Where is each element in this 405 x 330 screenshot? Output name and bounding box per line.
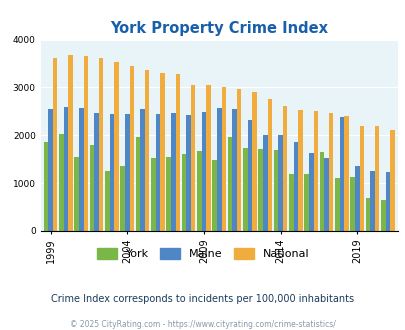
Bar (160, 73, 164, 231)
Bar (313, 112, 318, 231)
Bar (120, 166, 125, 231)
Bar (288, 174, 293, 231)
Bar (277, 135, 282, 231)
Bar (359, 126, 363, 231)
Bar (48, 109, 53, 231)
Bar (64, 107, 68, 231)
Bar (339, 116, 343, 231)
Title: York Property Crime Index: York Property Crime Index (110, 21, 327, 36)
Bar (262, 135, 267, 231)
Bar (216, 108, 221, 231)
Bar (135, 137, 140, 231)
Bar (94, 113, 99, 231)
Bar (155, 114, 160, 231)
Bar (328, 113, 333, 231)
Legend: York, Maine, National: York, Maine, National (92, 244, 313, 263)
Bar (206, 84, 210, 231)
Text: © 2025 CityRating.com - https://www.cityrating.com/crime-statistics/: © 2025 CityRating.com - https://www.city… (70, 319, 335, 329)
Bar (175, 74, 180, 231)
Bar (365, 198, 369, 231)
Bar (282, 106, 287, 231)
Bar (53, 58, 58, 231)
Bar (374, 126, 379, 231)
Bar (385, 172, 389, 231)
Bar (319, 152, 324, 231)
Bar (68, 55, 72, 231)
Bar (221, 87, 226, 231)
Bar (236, 89, 241, 231)
Bar (243, 148, 247, 231)
Bar (201, 112, 206, 231)
Bar (252, 92, 256, 231)
Bar (79, 108, 83, 231)
Bar (354, 166, 359, 231)
Bar (369, 171, 374, 231)
Bar (227, 137, 232, 231)
Bar (350, 178, 354, 231)
Bar (247, 120, 252, 231)
Text: Crime Index corresponds to incidents per 100,000 inhabitants: Crime Index corresponds to incidents per… (51, 294, 354, 304)
Bar (166, 157, 171, 231)
Bar (267, 99, 271, 231)
Bar (273, 150, 277, 231)
Bar (324, 158, 328, 231)
Bar (186, 115, 190, 231)
Bar (308, 152, 313, 231)
Bar (232, 109, 236, 231)
Bar (114, 62, 119, 231)
Bar (129, 66, 134, 231)
Bar (74, 157, 79, 231)
Bar (145, 70, 149, 231)
Bar (90, 145, 94, 231)
Bar (304, 174, 308, 231)
Bar (343, 116, 348, 231)
Bar (212, 160, 216, 231)
Bar (151, 158, 155, 231)
Bar (293, 142, 298, 231)
Bar (140, 109, 145, 231)
Bar (105, 171, 109, 231)
Bar (190, 84, 195, 231)
Bar (298, 110, 302, 231)
Bar (196, 150, 201, 231)
Bar (125, 114, 129, 231)
Bar (334, 178, 339, 231)
Bar (389, 130, 394, 231)
Bar (171, 113, 175, 231)
Bar (59, 134, 64, 231)
Bar (380, 200, 385, 231)
Bar (181, 154, 186, 231)
Bar (258, 149, 262, 231)
Bar (83, 56, 88, 231)
Bar (44, 143, 48, 231)
Bar (109, 114, 114, 231)
Bar (99, 58, 103, 231)
